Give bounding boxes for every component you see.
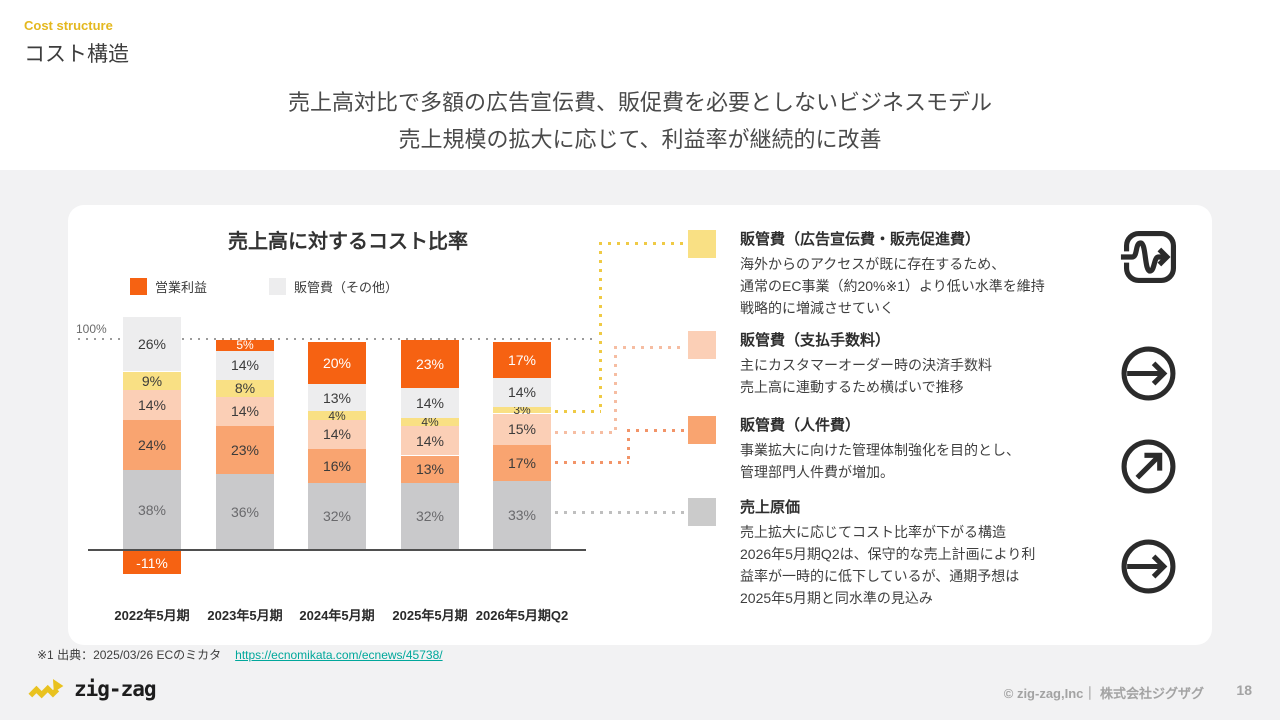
note-item: 販管費（支払手数料） 主にカスタマーオーダー時の決済手数料 売上高に連動するため横… bbox=[688, 331, 1158, 398]
bar-segment: 17% bbox=[493, 445, 551, 481]
dotted-connector bbox=[555, 461, 629, 464]
note-title: 販管費（広告宣伝費・販売促進費） bbox=[740, 231, 981, 248]
legend-label: 営業利益 bbox=[155, 280, 208, 295]
note-body: 売上拡大に応じてコスト比率が下がる構造 2026年5月期Q2は、保守的な売上計画… bbox=[740, 524, 1036, 606]
arrow-up-right-circle-icon bbox=[1120, 438, 1177, 500]
chart-legend: 営業利益 販管費（その他） bbox=[130, 277, 398, 296]
category-label: 2025年5月期 bbox=[392, 608, 468, 623]
copyright-text: © zig-zag,Inc｜ 株式会社ジグザグ bbox=[1003, 686, 1204, 701]
bar-segment: 14% bbox=[123, 390, 181, 420]
legend-color-chip bbox=[130, 278, 147, 295]
bar-segment: 26% bbox=[123, 316, 181, 372]
subtitle-line-1: 売上高対比で多額の広告宣伝費、販促費を必要としないビジネスモデル bbox=[287, 90, 992, 115]
note-text-block: 販管費（人件費） 事業拡大に向けた管理体制強化を目的とし、 管理部門人件費が増加。 bbox=[740, 416, 1128, 483]
footnote-text: ※1 出典：2025/03/26 ECのミカタ bbox=[37, 648, 222, 662]
bar-segment: 15% bbox=[493, 413, 551, 445]
bar-segment: -11% bbox=[123, 551, 181, 575]
note-body: 事業拡大に向けた管理体制強化を目的とし、 管理部門人件費が増加。 bbox=[740, 442, 1020, 480]
bar-segment: 24% bbox=[123, 419, 181, 471]
category-label: 2023年5月期 bbox=[207, 608, 283, 623]
bar-segment: 14% bbox=[493, 377, 551, 408]
dotted-connector bbox=[599, 242, 686, 245]
dotted-connector bbox=[614, 346, 686, 349]
eyebrow-label: Cost structure bbox=[24, 18, 113, 33]
bar-segment: 14% bbox=[308, 419, 366, 450]
page-number: 18 bbox=[1236, 682, 1252, 698]
bar-segment: 38% bbox=[123, 470, 181, 550]
slide-header: Cost structure コスト構造 売上高対比で多額の広告宣伝費、販促費を… bbox=[0, 0, 1280, 170]
bar-segment: 32% bbox=[308, 482, 366, 550]
bar-segment: 14% bbox=[401, 426, 459, 456]
legend-color-chip bbox=[269, 278, 287, 295]
note-text-block: 販管費（広告宣伝費・販売促進費） 海外からのアクセスが既に存在するため、 通常のE… bbox=[740, 230, 1128, 319]
note-color-chip bbox=[688, 331, 716, 359]
bar-segment: 23% bbox=[401, 340, 459, 389]
y-axis-100-label: 100% bbox=[76, 322, 107, 336]
dotted-connector bbox=[614, 346, 617, 433]
note-text-block: 売上原価売上拡大に応じてコスト比率が下がる構造 2026年5月期Q2は、保守的な… bbox=[740, 498, 1128, 609]
bar-segment: 33% bbox=[493, 480, 551, 550]
subtitle-line-2: 売上規模の拡大に応じて、利益率が継続的に改善 bbox=[398, 127, 882, 152]
note-body: 主にカスタマーオーダー時の決済手数料 売上高に連動するため横ばいで推移 bbox=[740, 357, 992, 395]
dotted-connector bbox=[599, 242, 602, 412]
note-title: 販管費（支払手数料） bbox=[740, 332, 891, 349]
bar-segment: 4% bbox=[308, 409, 366, 422]
bar-segment: 3% bbox=[493, 404, 551, 417]
bar-segment: 20% bbox=[308, 342, 366, 385]
logo-wordmark: zig-zag bbox=[74, 676, 157, 701]
bar-segment: 17% bbox=[493, 342, 551, 378]
dotted-connector bbox=[555, 431, 616, 434]
wavy-arrow-square-icon bbox=[1120, 227, 1180, 292]
bar-segment: 14% bbox=[401, 388, 459, 418]
category-label: 2024年5月期 bbox=[299, 608, 375, 623]
company-logo: zig-zag bbox=[26, 668, 157, 709]
reference-line-100 bbox=[78, 338, 594, 340]
note-item: 売上原価売上拡大に応じてコスト比率が下がる構造 2026年5月期Q2は、保守的な… bbox=[688, 498, 1158, 609]
slide-subtitle: 売上高対比で多額の広告宣伝費、販促費を必要としないビジネスモデル 売上規模の拡大… bbox=[0, 84, 1280, 158]
note-item: 販管費（人件費） 事業拡大に向けた管理体制強化を目的とし、 管理部門人件費が増加。 bbox=[688, 416, 1158, 483]
note-color-chip bbox=[688, 416, 716, 444]
note-text-block: 販管費（支払手数料） 主にカスタマーオーダー時の決済手数料 売上高に連動するため横… bbox=[740, 331, 1128, 398]
chart-title: 売上高に対するコスト比率 bbox=[228, 231, 468, 253]
dotted-connector bbox=[627, 429, 630, 463]
arrow-right-circle-icon bbox=[1120, 538, 1177, 600]
note-item: 販管費（広告宣伝費・販売促進費） 海外からのアクセスが既に存在するため、 通常のE… bbox=[688, 230, 1158, 319]
category-label: 2026年5月期Q2 bbox=[475, 608, 569, 623]
category-label: 2022年5月期 bbox=[114, 608, 190, 623]
bar-segment: 23% bbox=[216, 426, 274, 475]
bar-segment: 36% bbox=[216, 474, 274, 550]
note-title: 売上原価 bbox=[740, 499, 801, 516]
legend-item: 販管費（その他） bbox=[269, 277, 398, 296]
bar-segment: 13% bbox=[308, 384, 366, 412]
footnote-link[interactable]: https://ecnomikata.com/ecnews/45738/ bbox=[235, 648, 443, 662]
x-axis-baseline bbox=[88, 549, 586, 551]
note-color-chip bbox=[688, 498, 716, 526]
bar-segment: 14% bbox=[216, 350, 274, 380]
note-body: 海外からのアクセスが既に存在するため、 通常のEC事業（約20%※1）より低い水… bbox=[740, 256, 1045, 316]
bar-segment: 14% bbox=[216, 396, 274, 427]
bar-segment: 32% bbox=[401, 482, 459, 550]
bar-segment: 8% bbox=[216, 379, 274, 397]
page-title: コスト構造 bbox=[24, 43, 129, 66]
content-card: 売上高に対するコスト比率 営業利益 販管費（その他） 100% 38% 24% 14%… bbox=[68, 205, 1212, 645]
legend-label: 販管費（その他） bbox=[294, 280, 399, 295]
bar-segment: 4% bbox=[401, 416, 459, 428]
arrow-right-circle-icon bbox=[1120, 345, 1177, 407]
dotted-connector bbox=[555, 410, 601, 413]
dotted-connector bbox=[627, 429, 686, 432]
dotted-connector bbox=[555, 511, 686, 514]
bar-segment: 13% bbox=[401, 455, 459, 483]
zigzag-logo-icon bbox=[26, 668, 66, 709]
note-title: 販管費（人件費） bbox=[740, 417, 861, 434]
bar-segment: 9% bbox=[123, 371, 181, 391]
note-color-chip bbox=[688, 230, 716, 258]
footnote: ※1 出典：2025/03/26 ECのミカタ https://ecnomikat… bbox=[37, 646, 443, 663]
legend-item: 営業利益 bbox=[130, 277, 207, 296]
bar-segment: 16% bbox=[308, 449, 366, 483]
bar-segment: 5% bbox=[216, 340, 274, 351]
